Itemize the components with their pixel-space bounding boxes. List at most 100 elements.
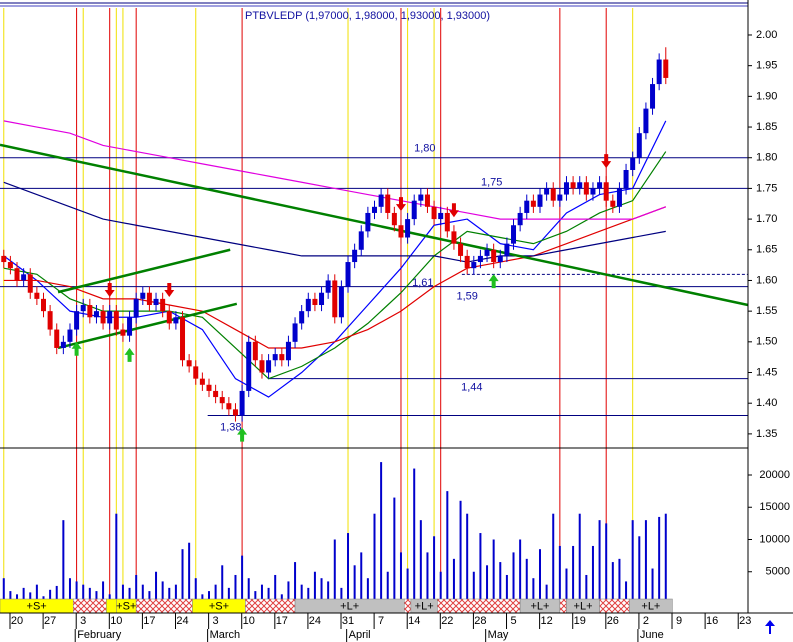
candle-body: [577, 182, 583, 189]
y-tick-label: 1.65: [756, 244, 777, 256]
moving-average: [3, 120, 666, 220]
volume-bar: [598, 520, 601, 604]
scroll-button[interactable]: [765, 620, 775, 634]
signal-label: +L+: [340, 600, 359, 612]
candle-body: [497, 255, 503, 263]
candle-body: [272, 354, 278, 361]
volume-bar: [49, 589, 52, 604]
volume-bar: [525, 558, 528, 604]
volume-bar: [512, 552, 515, 604]
volume-bar: [62, 520, 65, 604]
candle-body: [544, 188, 550, 195]
buy-arrow: [71, 341, 82, 356]
y-tick-label: 1.40: [756, 397, 777, 409]
up-arrow-icon[interactable]: [765, 620, 775, 634]
level-label: 1,80: [414, 143, 435, 155]
month-label: May: [488, 629, 509, 641]
y-tick-label: 1.50: [756, 336, 777, 348]
level-label: 1,44: [461, 382, 482, 394]
trend-line: [0, 143, 749, 307]
candle-body: [252, 341, 258, 361]
candle-body: [133, 298, 139, 318]
buy-arrow: [488, 274, 499, 289]
volume-bar: [320, 578, 323, 604]
volume-bar: [227, 587, 230, 604]
x-tick-label: 31: [342, 615, 354, 627]
signal-label: +S+: [27, 600, 47, 612]
candle-body: [471, 262, 477, 269]
month-label: March: [210, 629, 241, 641]
candle-body: [213, 390, 219, 398]
y-tick-label: 1.95: [756, 60, 777, 72]
candle-body: [21, 274, 27, 281]
candle-body: [87, 305, 93, 318]
candle-body: [650, 84, 656, 109]
sell-arrow: [448, 203, 459, 218]
x-tick-label: 22: [441, 615, 453, 627]
month-label: February: [77, 629, 122, 641]
candle-body: [285, 341, 291, 361]
candle-body: [517, 212, 523, 226]
signal-label: +L+: [531, 600, 550, 612]
candle-body: [27, 274, 33, 293]
signal-segment: [135, 598, 193, 614]
y-tick-label: 1.90: [756, 90, 777, 102]
candle-body: [305, 298, 311, 312]
volume-bar: [486, 565, 489, 604]
volume-bar: [287, 581, 290, 604]
y-tick-label: 1.85: [756, 121, 777, 133]
volume-bar: [207, 591, 210, 604]
volume-bar: [68, 578, 71, 604]
volume-bar: [221, 565, 224, 604]
candle-body: [279, 354, 285, 361]
candle-body: [597, 182, 603, 189]
y-tick-label: 1.70: [756, 213, 777, 225]
volume-bar: [651, 568, 654, 604]
candle-body: [385, 194, 391, 213]
x-tick-label: 24: [176, 615, 188, 627]
month-label: June: [640, 629, 664, 641]
volume-bar: [499, 562, 502, 604]
x-tick-label: 10: [110, 615, 122, 627]
candle-body: [199, 378, 205, 385]
x-tick-label: 28: [474, 615, 486, 627]
candle-body: [570, 182, 576, 189]
volume-bar: [22, 587, 25, 604]
volume-bar: [472, 571, 475, 604]
candle-body: [40, 298, 46, 312]
x-tick-label: 26: [607, 615, 619, 627]
volume-bar: [313, 571, 316, 604]
volume-bar: [274, 574, 277, 604]
volume-bar: [419, 520, 422, 604]
volume-bar: [552, 513, 555, 604]
volume-bar: [413, 468, 416, 604]
candle-body: [180, 317, 186, 361]
signal-segment: [437, 598, 521, 614]
volume-tick-label: 20000: [759, 469, 790, 481]
volume-bar: [399, 552, 402, 604]
candle-body: [120, 329, 126, 336]
y-tick-label: 1.80: [756, 152, 777, 164]
candle-body: [160, 298, 166, 312]
candle-body: [74, 311, 80, 330]
candle-body: [563, 182, 569, 195]
volume-tick-label: 10000: [759, 533, 790, 545]
sell-arrow: [395, 197, 406, 212]
candle-body: [193, 366, 199, 379]
candle-body: [616, 188, 622, 207]
candle-body: [80, 305, 86, 312]
trend-line: [57, 248, 231, 294]
candle-body: [477, 255, 483, 263]
signal-segment: [404, 598, 412, 614]
volume-bar: [254, 591, 257, 604]
candle-body: [398, 225, 404, 238]
moving-average: [3, 151, 667, 380]
volume-bar: [333, 539, 336, 604]
volume-bar: [300, 584, 303, 604]
volume-bar: [340, 587, 343, 604]
volume-bar: [82, 584, 85, 604]
level-label: 1,38: [220, 421, 241, 433]
x-tick-label: 17: [276, 615, 288, 627]
